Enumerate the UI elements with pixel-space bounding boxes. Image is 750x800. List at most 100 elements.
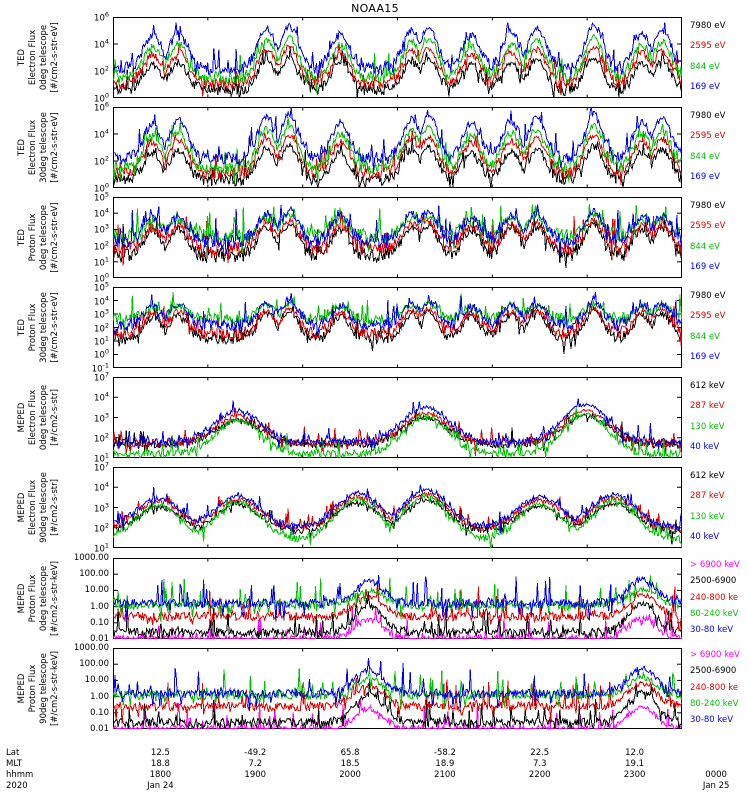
legend-entry: 240-800 ke (690, 592, 739, 603)
series-trace (113, 698, 682, 729)
legend-entry: 287 keV (690, 401, 725, 412)
y-tick-label: 104 (94, 206, 109, 220)
plot-frame (113, 558, 682, 639)
x-tick-label: 18.9 (435, 759, 455, 769)
plot-canvas (113, 467, 682, 548)
y-tick-label: 104 (94, 127, 109, 141)
legend-entry: 30-80 keV (690, 714, 734, 725)
x-tick-label: 19.1 (625, 759, 645, 769)
y-axis-title-line: MEPED (17, 673, 27, 704)
y-tick-label: 101 (94, 541, 109, 555)
y-tick-label: 101 (94, 255, 109, 269)
plot-canvas (113, 558, 682, 639)
y-axis-title-line: [#/cm2-s-str-eV] (50, 202, 60, 273)
series-trace (113, 592, 682, 639)
x-tick-label: -58.2 (433, 748, 456, 758)
y-tick-label: 104 (94, 294, 109, 307)
y-tick-label: 106 (94, 100, 109, 114)
series-trace (113, 678, 682, 729)
series-trace (113, 303, 682, 346)
y-tick-label: 100.00 (79, 659, 109, 670)
y-tick-label: 10.00 (84, 675, 109, 686)
x-tick-label: 7.3 (532, 759, 547, 769)
series-trace (113, 34, 682, 94)
x-axis-row-label: MLT (6, 759, 23, 769)
legend-entry: 240-800 ke (690, 682, 739, 693)
series-trace (113, 409, 682, 453)
series-trace (113, 678, 682, 724)
y-tick-label: 102 (94, 521, 109, 535)
y-tick-label: 100 (94, 271, 109, 285)
y-tick-label: 100 (94, 181, 109, 195)
y-tick-label: 10-1 (91, 361, 109, 375)
legend-entry: 2595 eV (690, 41, 726, 52)
legend-entry: 169 eV (690, 261, 720, 272)
y-tick-label: 107 (94, 460, 109, 474)
x-tick-label: Jan 24 (147, 781, 174, 791)
series-trace (113, 493, 682, 548)
x-tick-label: Jan 25 (702, 781, 730, 791)
legend-entry: > 6900 keV (690, 560, 740, 571)
x-axis-row-label: hhmm (6, 770, 34, 780)
panel-ted-proton-30deg: 105 104 103 102 101 100 10-1 TED Proton Flux 30de… (17, 281, 725, 375)
legend-entry: 844 eV (690, 331, 720, 342)
y-axis-title-line: 90deg telescope (39, 472, 49, 543)
plot-canvas (113, 17, 682, 98)
x-tick-label: 1800 (149, 770, 172, 780)
y-tick-label: 105 (94, 280, 109, 294)
x-tick-label: 0000 (705, 770, 727, 780)
series-trace (113, 46, 682, 98)
legend-entry: 612 keV (690, 471, 725, 482)
series-trace (113, 304, 682, 354)
series-trace (113, 43, 682, 97)
y-tick-label: 1.00 (90, 691, 109, 702)
y-tick-label: 103 (94, 222, 109, 236)
series-trace (113, 210, 682, 266)
panel-meped-electron-0deg: 107 104 103 102 101 MEPED Electron Flux 0deg te… (17, 371, 725, 465)
legend-entry: 844 eV (690, 61, 720, 72)
plot-canvas (113, 107, 682, 188)
y-tick-label: 102 (94, 321, 109, 334)
y-tick-label: 1000.00 (73, 553, 109, 563)
x-tick-label: 7.2 (248, 759, 263, 769)
plot-canvas (113, 197, 682, 278)
y-axis-title-line: 0deg telescope (39, 565, 49, 632)
series-trace (113, 137, 682, 188)
y-axis-title-line: Proton Flux (28, 303, 38, 352)
y-axis-title-line: TED (17, 138, 27, 157)
y-axis-title-line: 0deg telescope (39, 24, 49, 91)
y-axis-title-line: 0deg telescope (39, 384, 49, 451)
legend-entry: 169 eV (690, 171, 720, 182)
legend-entry: 130 keV (690, 511, 725, 522)
y-tick-label: 102 (94, 239, 109, 253)
y-axis-title-line: Electron Flux (28, 389, 38, 446)
plot-canvas (113, 648, 682, 729)
series-trace (113, 581, 682, 632)
y-axis-title-line: Proton Flux (28, 213, 38, 262)
y-tick-label: 105 (94, 190, 109, 204)
x-tick-label: 2200 (528, 770, 551, 780)
y-axis-title-line: Electron Flux (28, 119, 38, 176)
y-axis-title-line: 0deg telescope (39, 204, 49, 271)
y-tick-label: 1000.00 (73, 643, 109, 653)
series-trace (113, 657, 682, 711)
y-tick-label: 0.01 (90, 634, 109, 644)
y-tick-label: 0.01 (90, 724, 109, 734)
series-trace (113, 484, 682, 535)
legend-entry: 169 eV (690, 81, 720, 92)
x-tick-label: 1900 (244, 770, 267, 780)
panel-ted-electron-0deg: 106 104 102 100 TED Electron Flux 0deg telesco… (17, 11, 725, 105)
y-axis-title-line: [#/cm2-s-str] (50, 479, 60, 536)
y-tick-label: 104 (94, 480, 109, 494)
y-axis-title-line: [#/cm2-s-str-eV] (50, 112, 60, 183)
x-tick-label: 2100 (434, 770, 456, 780)
y-axis-title-line: MEPED (17, 583, 27, 614)
legend-entry: 7980 eV (690, 291, 726, 302)
legend-entry: 80-240 keV (690, 698, 739, 709)
legend-entry: 287 keV (690, 491, 725, 502)
series-trace (113, 407, 682, 458)
y-axis-title-line: TED (17, 48, 27, 67)
y-axis-title-line: TED (17, 228, 27, 247)
panel-ted-proton-0deg: 105 104 103 102 101 100 TED Proton Flux 0deg tel… (17, 191, 725, 285)
